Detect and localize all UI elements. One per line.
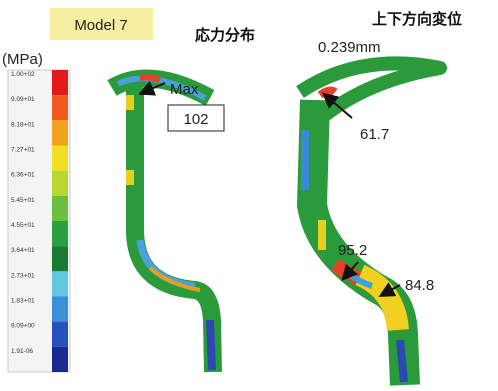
- colorbar-label: 9.09+01: [11, 96, 35, 103]
- colorbar-cell: [52, 70, 68, 95]
- value-label: 61.7: [360, 126, 389, 143]
- colorbar-cell: [52, 347, 68, 372]
- colorbar-cell: [52, 221, 68, 246]
- colorbar-cell: [52, 322, 68, 347]
- colorbar-label: 5.45+01: [11, 197, 35, 204]
- colorbar-label: 1.91-06: [11, 348, 33, 355]
- colorbar-cell: [52, 171, 68, 196]
- value-label: 95.2: [338, 242, 367, 259]
- unit-label: (MPa): [2, 51, 43, 68]
- colorbar-cell: [52, 120, 68, 145]
- value-label: 84.8: [405, 277, 434, 294]
- stress-title: 応力分布: [195, 26, 255, 44]
- colorbar-cell: [52, 271, 68, 296]
- disp-value: 0.239mm: [318, 39, 381, 56]
- colorbar-cell: [52, 297, 68, 322]
- model-label: Model 7: [74, 17, 127, 34]
- colorbar-label: 1.00+02: [11, 71, 35, 78]
- disp-title: 上下方向変位: [372, 10, 462, 28]
- displacement-profile: [300, 63, 440, 385]
- colorbar-label: 4.55+01: [11, 222, 35, 229]
- colorbar-label: 2.73+01: [11, 272, 35, 279]
- colorbar-label: 9.09+00: [11, 323, 35, 330]
- colorbar-cell: [52, 146, 68, 171]
- max-label: Max: [170, 81, 199, 98]
- colorbar-cell: [52, 95, 68, 120]
- colorbar-label: 3.64+01: [11, 247, 35, 254]
- colorbar-cell: [52, 196, 68, 221]
- colorbar-label: 1.83+01: [11, 298, 35, 305]
- colorbar-label: 6.36+01: [11, 172, 35, 179]
- colorbar-label: 7.27+01: [11, 147, 35, 154]
- colorbar-cell: [52, 246, 68, 271]
- colorbar: 1.00+02 9.09+01 8.18+01 7.27+01 6.36+01 5.45+…: [8, 70, 70, 372]
- max-value: 102: [183, 111, 208, 128]
- figure: Model 7 応力分布 上下方向変位 0.239mm (MPa) 1.00+0…: [0, 0, 498, 391]
- colorbar-label: 8.18+01: [11, 121, 35, 128]
